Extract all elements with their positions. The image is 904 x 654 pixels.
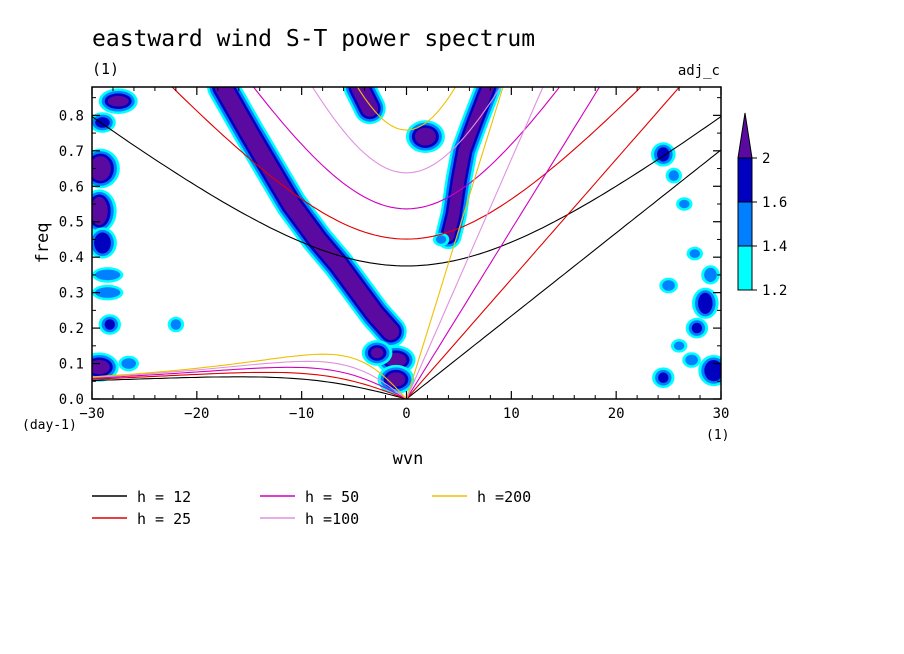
power-region-6-level-3	[370, 347, 384, 359]
x-tick-label: −30	[79, 406, 104, 422]
colorbar-extend-arrow	[737, 112, 753, 159]
chart-subtitle: (1)	[92, 60, 119, 78]
y-unit-label: (day-1)	[22, 418, 77, 433]
power-region-26-level-1	[689, 249, 700, 258]
colorbar-label: 1.4	[762, 239, 787, 255]
power-region-3-level-3	[414, 127, 436, 146]
kelvin-curve-h50	[406, 87, 601, 399]
gravity-curve-h12	[92, 116, 721, 267]
power-region-23-level-1	[435, 235, 447, 244]
x-tick-label: −20	[184, 406, 209, 422]
gravity-curve-h50	[252, 87, 561, 210]
power-region-5-level-3	[386, 372, 406, 387]
power-region-11-level-2	[94, 232, 111, 254]
x-axis-label: wvn	[393, 449, 424, 469]
power-region-24-level-1	[668, 170, 679, 181]
colorbar-label: 1.2	[762, 283, 787, 299]
y-tick-label: 0.0	[59, 392, 84, 408]
y-axis-label: freq	[33, 223, 53, 264]
power-region-15-level-2	[698, 292, 713, 314]
power-region-7-level-3	[92, 156, 111, 181]
kelvin-curve-h25	[406, 87, 681, 399]
power-region-20-level-1	[95, 269, 121, 281]
chart-title: eastward wind S-T power spectrum	[92, 26, 535, 52]
power-region-19-level-1	[95, 287, 121, 298]
legend-label: h =200	[477, 488, 531, 506]
kelvin-curve-h12	[406, 149, 721, 399]
legend: h = 12 h = 25 h = 50 h =100 h =200	[92, 488, 531, 528]
colorbar-segment	[737, 201, 753, 247]
gravity-curve-h200	[356, 87, 457, 131]
kelvin-curve-h100	[405, 87, 544, 399]
x-tick-label: 20	[608, 406, 625, 422]
colorbar-label: 1.6	[762, 195, 787, 211]
power-region-8-level-3	[92, 196, 108, 226]
power-region-21-level-1	[121, 358, 136, 369]
kelvin-curve-h200	[405, 87, 504, 399]
power-region-30-level-1	[673, 341, 685, 351]
rossby-curve-h200	[92, 353, 407, 399]
x-tick-label: 0	[402, 406, 410, 422]
y-tick-label: 0.5	[59, 215, 84, 231]
legend-label: h =100	[305, 510, 359, 528]
power-region-25-level-1	[679, 199, 690, 209]
legend-label: h = 12	[137, 488, 191, 506]
power-region-27-level-1	[662, 280, 675, 291]
power-region-28-level-1	[685, 354, 698, 366]
power-region-13-level-2	[104, 319, 116, 330]
rossby-curve-h50	[92, 366, 407, 399]
y-tick-label: 0.2	[59, 321, 84, 337]
colorbar-label: 2	[762, 151, 770, 167]
power-region-1-level-3	[442, 87, 495, 242]
y-tick-label: 0.1	[59, 357, 84, 373]
x-tick-label: 30	[713, 406, 730, 422]
y-tick-label: 0.8	[59, 108, 84, 124]
power-region-29-level-1	[704, 267, 717, 282]
power-region-16-level-2	[704, 360, 721, 382]
x-tick-label: −10	[289, 406, 314, 422]
run-label: adj_c	[678, 63, 720, 79]
gravity-curve-h25	[171, 87, 642, 240]
y-tick-label: 0.7	[59, 144, 84, 160]
colorbar-segment	[737, 157, 753, 203]
rossby-curve-h100	[92, 360, 407, 399]
x-tick-label: 10	[503, 406, 520, 422]
rossby-curve-h12	[92, 376, 407, 399]
power-region-12-level-2	[95, 117, 110, 128]
y-tick-label: 0.3	[59, 286, 84, 302]
gravity-curve-h100	[311, 87, 502, 174]
legend-label: h = 50	[305, 488, 359, 506]
dispersion-curves	[92, 87, 721, 399]
power-region-0-level-3	[214, 87, 400, 340]
power-region-17-level-2	[658, 372, 669, 384]
y-tick-label: 0.6	[59, 179, 84, 195]
power-region-18-level-2	[691, 322, 703, 334]
legend-label: h = 25	[137, 510, 191, 528]
rossby-curve-h25	[92, 371, 407, 399]
power-region-22-level-1	[170, 319, 182, 330]
power-region-10-level-3	[107, 95, 129, 107]
y-tick-label: 0.4	[59, 250, 84, 266]
axis-ticks: −30 −20 −10 0 10 20 30 0.0 0.1 0.2 0.3 0.4 0.5 0.6 0.7…	[59, 87, 730, 422]
x-unit-label: (1)	[706, 428, 729, 443]
colorbar-segment	[737, 245, 753, 291]
colorbar: 2 1.6 1.4 1.2	[737, 112, 787, 299]
